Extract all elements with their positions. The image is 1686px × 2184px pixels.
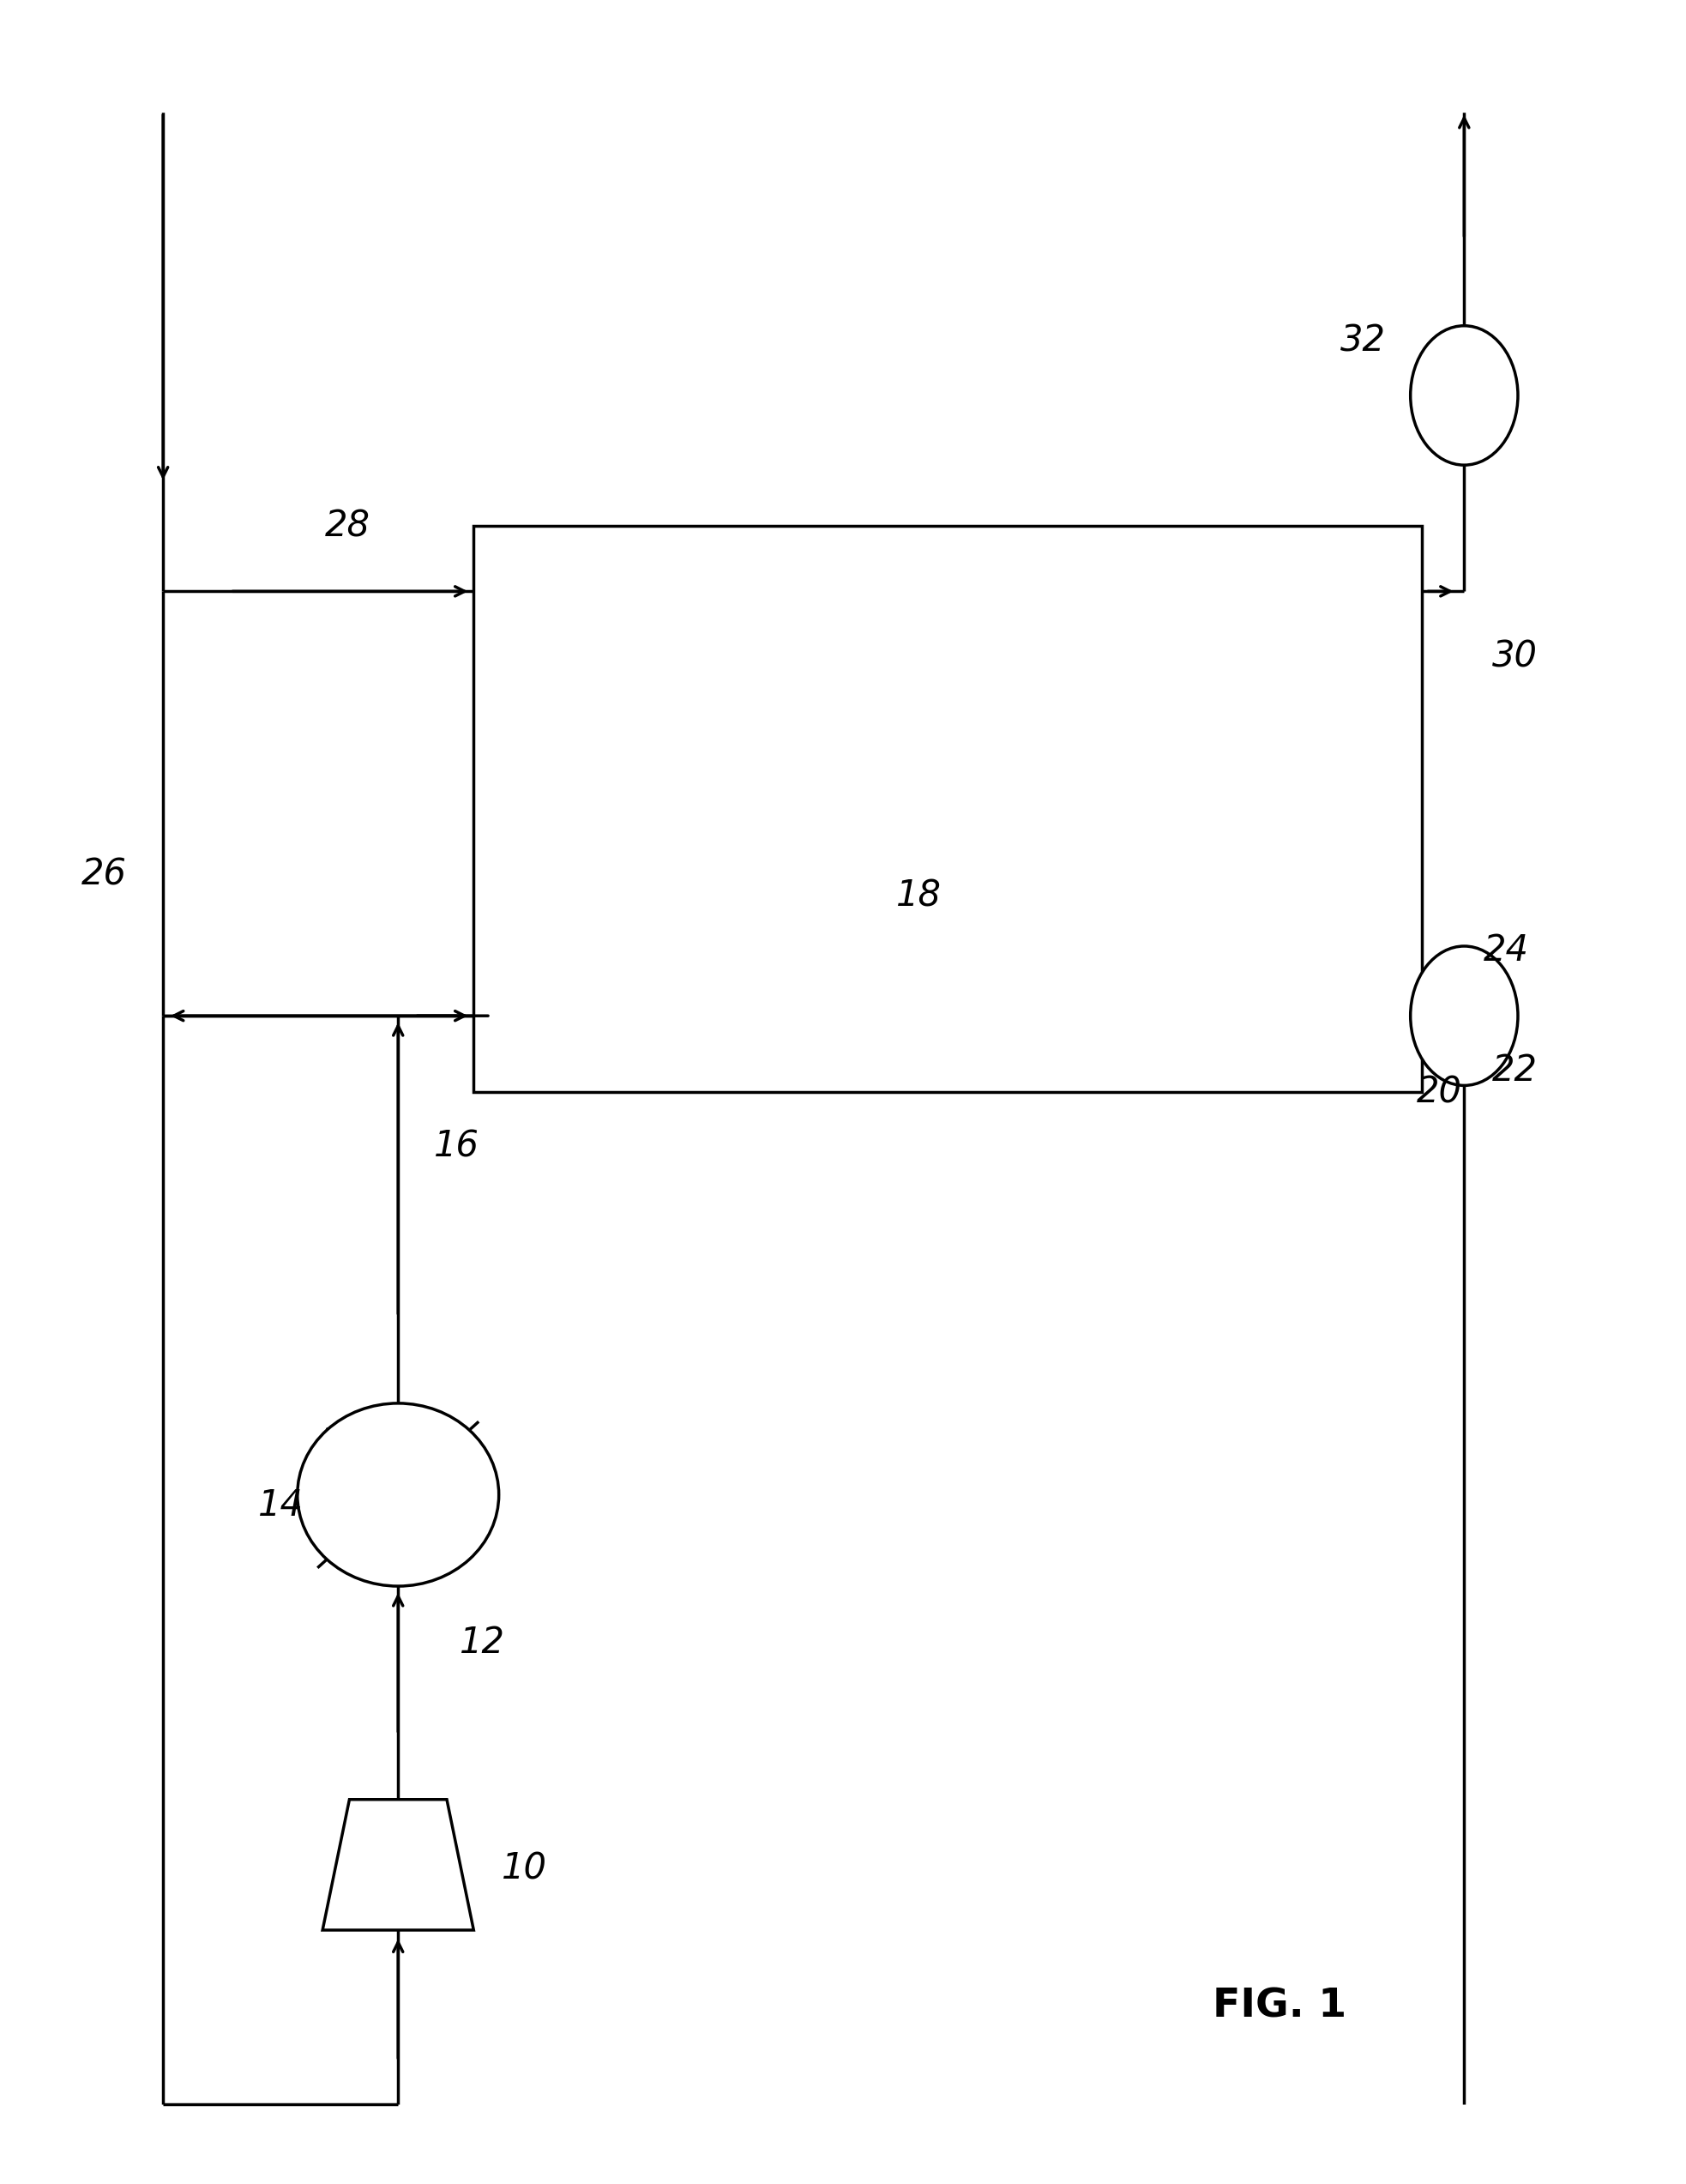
- Text: 12: 12: [459, 1625, 504, 1660]
- Text: 32: 32: [1340, 323, 1386, 358]
- Polygon shape: [322, 1800, 474, 1931]
- Ellipse shape: [297, 1404, 499, 1586]
- Circle shape: [1411, 325, 1517, 465]
- Text: 16: 16: [433, 1129, 479, 1164]
- Text: 24: 24: [1484, 933, 1529, 968]
- Text: FIG. 1: FIG. 1: [1212, 1987, 1347, 2025]
- Text: 14: 14: [258, 1487, 303, 1524]
- Text: 28: 28: [325, 509, 371, 544]
- Circle shape: [1411, 946, 1517, 1085]
- Text: 22: 22: [1492, 1053, 1538, 1088]
- Bar: [474, 526, 1423, 1092]
- Text: 26: 26: [81, 856, 126, 893]
- Text: 18: 18: [895, 878, 941, 915]
- Text: 10: 10: [501, 1852, 546, 1887]
- Text: 30: 30: [1492, 638, 1538, 675]
- Text: 20: 20: [1416, 1075, 1462, 1109]
